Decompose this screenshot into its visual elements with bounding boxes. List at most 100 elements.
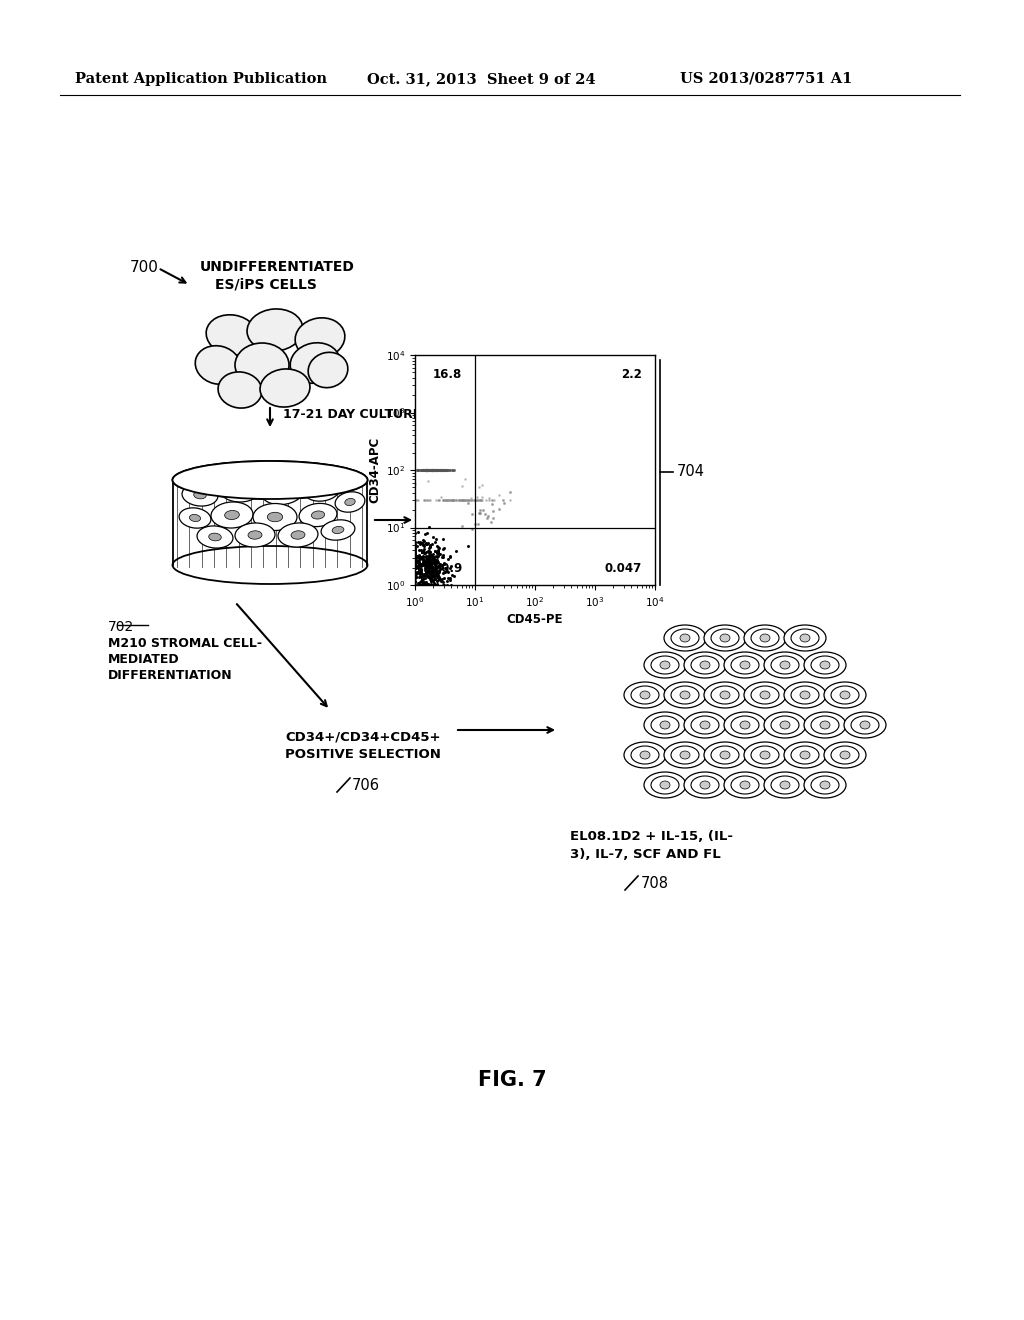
Point [413,566,429,587]
Point [428,459,444,480]
Point [414,459,430,480]
Point [413,558,429,579]
Point [417,568,433,589]
Point [419,459,435,480]
Text: FIG. 7: FIG. 7 [477,1071,547,1090]
Point [423,556,439,577]
Text: Patent Application Publication: Patent Application Publication [75,73,327,86]
Point [418,459,434,480]
Ellipse shape [671,746,699,764]
Ellipse shape [740,781,750,789]
Point [418,459,434,480]
Point [430,459,446,480]
Point [464,490,480,511]
Point [460,492,476,513]
Point [419,546,435,568]
Point [415,541,431,562]
Point [415,535,431,556]
Point [427,553,443,574]
Point [415,459,431,480]
Point [413,459,429,480]
Point [436,537,453,558]
Point [407,474,423,495]
Point [429,573,445,594]
Point [424,459,440,480]
Point [407,523,423,544]
Point [409,556,425,577]
Point [435,572,452,593]
Point [418,552,434,573]
Point [439,570,456,591]
Point [417,553,433,574]
Point [457,469,473,490]
Point [420,471,436,492]
Ellipse shape [724,772,766,799]
Point [422,554,438,576]
Point [417,560,433,581]
Point [428,556,444,577]
Point [416,539,432,560]
Point [411,548,427,569]
Point [419,490,435,511]
Point [474,486,490,507]
Point [431,556,447,577]
Point [432,554,449,576]
Point [418,459,434,480]
Point [426,560,442,581]
Point [422,554,438,576]
Ellipse shape [811,715,839,734]
Point [433,459,450,480]
Ellipse shape [660,721,670,729]
Point [430,561,446,582]
Point [417,565,433,586]
Point [423,553,439,574]
Point [414,564,430,585]
Point [437,490,454,511]
Point [430,556,446,577]
Point [411,561,427,582]
Point [419,459,435,480]
Point [482,512,499,533]
Point [411,562,427,583]
Point [428,550,444,572]
Point [460,490,476,511]
Ellipse shape [804,711,846,738]
Point [418,560,434,581]
Point [442,459,459,480]
Point [407,570,423,591]
Point [439,459,456,480]
Point [478,490,495,511]
Point [430,543,446,564]
Ellipse shape [335,492,365,512]
Point [419,561,435,582]
Point [425,561,441,582]
Point [437,557,454,578]
Point [440,490,457,511]
Point [417,558,433,579]
Point [407,548,423,569]
Point [407,550,423,572]
Point [428,459,444,480]
Point [431,490,447,511]
Point [407,549,423,570]
Point [441,545,458,566]
Point [433,569,450,590]
Ellipse shape [744,682,786,708]
Point [418,562,434,583]
Point [411,556,427,577]
Point [421,459,437,480]
Point [424,560,440,581]
Ellipse shape [631,686,659,704]
Ellipse shape [800,690,810,700]
Point [427,531,443,552]
Point [425,459,441,480]
Point [410,535,426,556]
Point [430,545,446,566]
Point [419,550,435,572]
Ellipse shape [700,721,710,729]
Point [424,556,440,577]
Point [417,552,433,573]
Point [428,565,444,586]
Point [408,566,424,587]
Point [416,459,432,480]
